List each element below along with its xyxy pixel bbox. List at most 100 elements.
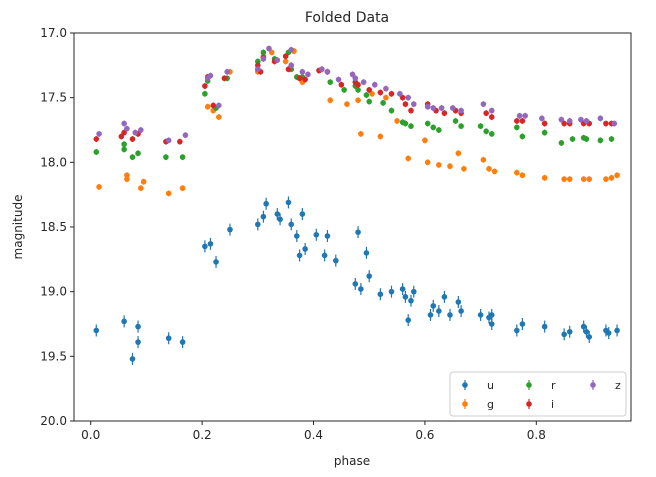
data-point-z (383, 85, 389, 92)
data-point-u (358, 286, 364, 292)
x-tick-label: 0.4 (304, 428, 323, 442)
data-point-u (566, 328, 573, 335)
y-tick-label: 18.0 (40, 155, 67, 169)
legend-label-u: u (487, 379, 494, 392)
data-point-r (129, 154, 136, 160)
data-point-i (177, 138, 183, 145)
data-point-g (422, 137, 428, 144)
data-point-z (132, 129, 139, 136)
data-point-r (424, 120, 431, 127)
data-point-r (477, 123, 484, 129)
data-point-r (363, 92, 370, 98)
data-point-z (274, 57, 281, 63)
data-point-u (302, 246, 308, 252)
data-point-z (558, 116, 565, 123)
data-point-u (488, 321, 495, 327)
data-point-z (438, 105, 445, 111)
data-point-i (285, 66, 292, 73)
legend-box (449, 371, 627, 417)
data-point-u (179, 339, 186, 345)
data-point-z (539, 115, 545, 122)
data-point-u (427, 312, 434, 318)
data-point-u (436, 308, 442, 314)
x-axis: 0.0 0.2 0.4 0.6 0.8 (81, 421, 546, 442)
y-tick-label: 18.5 (40, 220, 67, 234)
data-point-z (449, 105, 456, 111)
data-point-g (179, 185, 186, 191)
data-point-u (227, 226, 233, 233)
data-point-g (603, 176, 609, 182)
data-point-r (408, 123, 414, 129)
data-point-u (580, 323, 587, 330)
x-tick-label: 0.2 (193, 428, 212, 442)
data-point-i (93, 136, 100, 142)
data-point-u (477, 312, 484, 318)
data-point-z (397, 90, 403, 97)
data-point-i (282, 53, 289, 60)
data-point-g (138, 185, 144, 191)
data-point-z (224, 69, 230, 75)
data-point-u (207, 241, 214, 247)
data-point-z (260, 56, 267, 62)
x-axis-title: phase (334, 454, 370, 468)
data-point-r (569, 136, 576, 142)
data-point-u (93, 327, 100, 334)
data-point-u (430, 303, 437, 309)
data-point-u (402, 294, 409, 300)
legend-label-r: r (551, 379, 556, 392)
data-point-u (514, 327, 520, 334)
data-point-z (480, 101, 487, 107)
legend-label-i: i (551, 398, 554, 411)
data-point-z (319, 66, 325, 73)
data-point-u (441, 294, 448, 300)
legend-label-z: z (615, 379, 621, 392)
data-point-u (129, 356, 136, 362)
data-point-g (124, 176, 130, 182)
data-point-r (452, 118, 459, 124)
data-point-r (541, 129, 548, 136)
data-point-i (603, 120, 609, 127)
data-point-g (480, 156, 487, 163)
data-point-z (324, 69, 331, 75)
data-point-u (614, 327, 620, 334)
data-point-u (202, 243, 208, 250)
data-point-i (338, 81, 345, 88)
data-point-u (586, 334, 593, 340)
data-point-u (583, 328, 590, 335)
data-point-r (402, 120, 409, 127)
plot-area (93, 45, 620, 365)
data-point-g (461, 166, 467, 172)
data-point-z (578, 116, 584, 123)
data-point-i (202, 83, 208, 89)
data-point-r (483, 128, 489, 135)
data-point-i (541, 120, 548, 127)
x-tick-label: 0.8 (527, 428, 546, 442)
data-point-z (299, 69, 306, 75)
data-point-g (586, 176, 593, 182)
data-point-r (514, 124, 520, 131)
data-point-g (383, 94, 389, 101)
data-point-z (405, 94, 412, 101)
data-point-r (608, 136, 615, 142)
data-point-i (408, 107, 414, 114)
data-point-u (377, 291, 384, 298)
y-tick-label: 19.0 (40, 285, 67, 299)
data-point-z (288, 62, 295, 69)
data-point-g (124, 172, 130, 179)
data-point-u (519, 321, 526, 327)
data-point-g (96, 184, 102, 190)
data-point-r (355, 87, 361, 93)
data-point-u (366, 273, 373, 279)
data-point-i (514, 118, 520, 124)
data-point-z (305, 71, 311, 78)
data-point-r (121, 141, 127, 148)
data-point-r (366, 98, 373, 105)
data-point-z (288, 47, 295, 53)
data-point-u (299, 211, 306, 217)
data-point-g (216, 114, 222, 120)
data-point-g (424, 159, 431, 166)
data-point-g (436, 162, 442, 168)
chart-title: Folded Data (305, 10, 389, 26)
data-point-u (255, 221, 261, 228)
